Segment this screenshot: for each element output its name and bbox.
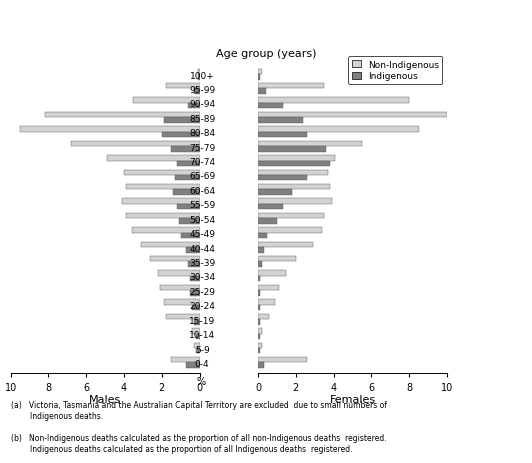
Bar [171, 357, 200, 363]
Bar [258, 348, 260, 354]
Bar [192, 305, 200, 311]
Bar [107, 156, 200, 161]
Bar [197, 69, 200, 75]
Bar [177, 204, 200, 210]
Bar [164, 118, 200, 124]
Bar [151, 257, 200, 262]
Bar [258, 132, 307, 138]
Bar [188, 104, 200, 109]
Bar [258, 363, 264, 368]
Bar [258, 285, 279, 291]
Bar [258, 75, 260, 81]
Bar [192, 328, 200, 334]
Legend: Non-Indigenous, Indigenous: Non-Indigenous, Indigenous [348, 57, 443, 85]
Bar [258, 334, 260, 339]
Bar [71, 141, 200, 147]
Bar [141, 242, 200, 248]
Bar [124, 170, 200, 175]
Text: Age group (years): Age group (years) [216, 49, 316, 59]
Bar [258, 141, 362, 147]
Bar [175, 175, 200, 181]
Bar [194, 343, 200, 348]
Bar [122, 199, 200, 204]
Bar [134, 98, 200, 104]
Bar [258, 291, 260, 296]
Bar [258, 219, 277, 224]
Text: Males: Males [89, 394, 121, 405]
Bar [20, 127, 200, 132]
Bar [258, 276, 260, 282]
Bar [258, 257, 296, 262]
Bar [160, 285, 200, 291]
Bar [258, 248, 264, 253]
Bar [194, 89, 200, 95]
Bar [258, 84, 324, 89]
Bar [190, 276, 200, 282]
Bar [258, 314, 269, 319]
Bar [258, 69, 262, 75]
Bar [258, 161, 330, 167]
Bar [258, 185, 330, 190]
Bar [131, 228, 200, 233]
Bar [164, 300, 200, 305]
Bar [258, 319, 260, 325]
Bar [186, 363, 200, 368]
Bar [162, 132, 200, 138]
Bar [258, 204, 282, 210]
Bar [258, 118, 303, 124]
Bar [258, 213, 324, 219]
Bar [196, 334, 200, 339]
Bar [258, 305, 260, 311]
Bar [194, 319, 200, 325]
Bar [258, 89, 265, 95]
Bar [258, 147, 326, 152]
Bar [258, 170, 328, 175]
Bar [258, 262, 262, 268]
Bar [126, 213, 200, 219]
Bar [258, 175, 307, 181]
Bar [188, 262, 200, 268]
Bar [190, 291, 200, 296]
Bar [258, 357, 307, 363]
Bar [258, 328, 262, 334]
Bar [180, 233, 200, 238]
Bar [258, 127, 419, 132]
Bar [258, 98, 409, 104]
Bar [45, 113, 200, 118]
Bar [258, 190, 292, 195]
Text: %: % [197, 376, 206, 386]
Bar [197, 75, 200, 81]
Bar [158, 271, 200, 276]
Bar [196, 348, 200, 354]
Bar [179, 219, 200, 224]
Bar [171, 147, 200, 152]
Bar [258, 343, 262, 348]
Bar [258, 199, 331, 204]
Bar [258, 104, 282, 109]
Text: (b)   Non-Indigenous deaths calculated as the proportion of all non-Indigenous d: (b) Non-Indigenous deaths calculated as … [11, 433, 386, 453]
Bar [258, 271, 286, 276]
Bar [258, 233, 268, 238]
Bar [173, 190, 200, 195]
Text: (a)   Victoria, Tasmania and the Australian Capital Territory are excluded  due : (a) Victoria, Tasmania and the Australia… [11, 400, 387, 420]
Bar [258, 228, 322, 233]
Bar [258, 242, 313, 248]
Bar [258, 156, 336, 161]
Bar [258, 113, 447, 118]
Bar [165, 84, 200, 89]
Bar [165, 314, 200, 319]
Bar [126, 185, 200, 190]
Bar [258, 300, 275, 305]
Bar [177, 161, 200, 167]
Bar [186, 248, 200, 253]
Text: Females: Females [329, 394, 376, 405]
